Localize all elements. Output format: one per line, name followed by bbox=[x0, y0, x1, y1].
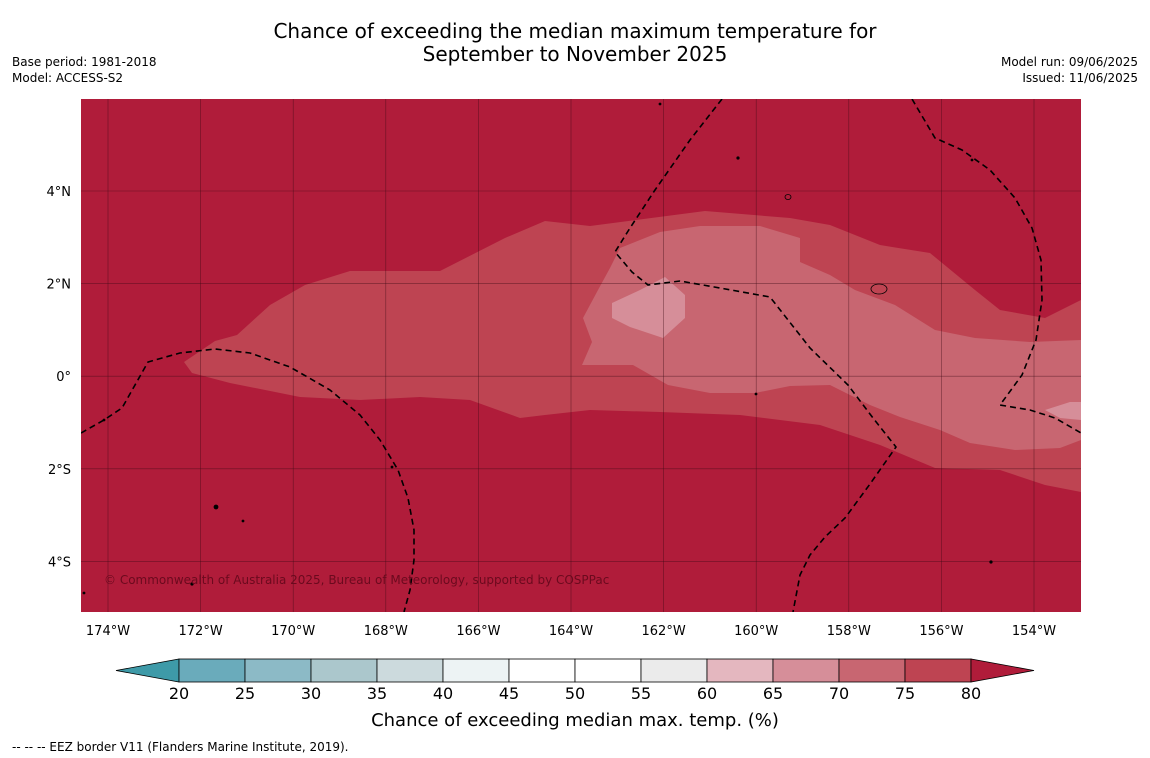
eez-border-east bbox=[911, 99, 1081, 434]
longitude-label: 164°W bbox=[549, 624, 593, 639]
colorbar-tick-label: 45 bbox=[499, 684, 519, 703]
longitude-label: 174°W bbox=[86, 624, 130, 639]
island-outlines bbox=[82, 102, 993, 595]
colorbar-tick-label: 40 bbox=[433, 684, 453, 703]
colorbar-segment bbox=[706, 658, 774, 683]
colorbar-segment bbox=[838, 658, 906, 683]
colorbar-tick-label: 65 bbox=[763, 684, 783, 703]
colorbar-segment bbox=[574, 658, 642, 683]
eez-border-central bbox=[614, 99, 897, 612]
island-dot-8 bbox=[102, 418, 106, 422]
colorbar-tick-label: 30 bbox=[301, 684, 321, 703]
base-period-text: Base period: 1981-2018 bbox=[12, 55, 157, 69]
colorbar-segment bbox=[310, 658, 378, 683]
metadata-left: Base period: 1981-2018 Model: ACCESS-S2 bbox=[12, 54, 157, 86]
model-text: Model: ACCESS-S2 bbox=[12, 71, 124, 85]
island-dot-11 bbox=[82, 591, 86, 595]
longitude-label: 162°W bbox=[642, 624, 686, 639]
colorbar-segment bbox=[442, 658, 510, 683]
lat-lon-gridlines bbox=[81, 99, 1081, 612]
island-dot-6 bbox=[190, 582, 194, 586]
island-tabuaeran bbox=[784, 194, 792, 200]
colorbar-segment bbox=[640, 658, 708, 683]
latitude-label: 4°N bbox=[47, 185, 72, 200]
latitude-label: 2°N bbox=[47, 278, 72, 293]
eez-footnote: -- -- -- EEZ border V11 (Flanders Marine… bbox=[12, 740, 349, 754]
colorbar-tick-label: 20 bbox=[169, 684, 189, 703]
colorbar-tick-label: 60 bbox=[697, 684, 717, 703]
colorbar-segment bbox=[508, 658, 576, 683]
colorbar-segment bbox=[244, 658, 312, 683]
colorbar-tick-label: 75 bbox=[895, 684, 915, 703]
eez-border-lines bbox=[81, 99, 1081, 612]
island-dot-5 bbox=[241, 519, 245, 523]
colorbar bbox=[115, 658, 1035, 683]
longitude-label: 166°W bbox=[456, 624, 500, 639]
island-dot-3 bbox=[970, 158, 974, 162]
latitude-label: 0° bbox=[56, 370, 71, 385]
colorbar-under-triangle bbox=[115, 658, 180, 683]
colorbar-title: Chance of exceeding median max. temp. (%… bbox=[371, 710, 779, 731]
colorbar-tick-label: 55 bbox=[631, 684, 651, 703]
colorbar-segment bbox=[772, 658, 840, 683]
island-dot-7 bbox=[989, 560, 993, 564]
island-kiritimati bbox=[870, 283, 888, 295]
longitude-label: 168°W bbox=[364, 624, 408, 639]
probability-band-70-75 bbox=[582, 226, 1081, 450]
eez-border-west bbox=[81, 348, 415, 612]
model-run-text: Model run: 09/06/2025 bbox=[1000, 55, 1138, 69]
island-dot-9 bbox=[390, 465, 394, 469]
latitude-label: 2°S bbox=[48, 463, 71, 478]
longitude-label: 154°W bbox=[1012, 624, 1056, 639]
colorbar-tick-label: 70 bbox=[829, 684, 849, 703]
colorbar-tick-labels: 20 25 30 35 40 45 50 55 60 65 70 75 80 bbox=[169, 684, 981, 703]
copyright-notice: © Commonwealth of Australia 2025, Bureau… bbox=[104, 573, 609, 587]
colorbar-segment bbox=[904, 658, 972, 683]
island-dot-4 bbox=[213, 504, 219, 510]
colorbar-over-triangle bbox=[970, 658, 1035, 683]
probability-band-65-70 bbox=[612, 277, 685, 338]
longitude-label: 160°W bbox=[734, 624, 778, 639]
colorbar-tick-label: 50 bbox=[565, 684, 585, 703]
longitude-tick-labels: 174°W 172°W 170°W 168°W 166°W 164°W 162°W 160°W… bbox=[86, 624, 1056, 639]
colorbar-tick-label: 80 bbox=[961, 684, 981, 703]
longitude-label: 170°W bbox=[271, 624, 315, 639]
colorbar-tick-label: 35 bbox=[367, 684, 387, 703]
longitude-label: 156°W bbox=[919, 624, 963, 639]
colorbar-segment bbox=[178, 658, 246, 683]
island-dot-2 bbox=[658, 102, 662, 106]
latitude-tick-labels: 4°N 2°N 0° 2°S 4°S bbox=[47, 185, 72, 570]
island-dot-10 bbox=[754, 392, 758, 396]
longitude-label: 172°W bbox=[179, 624, 223, 639]
probability-band-65-70-east bbox=[1045, 402, 1081, 420]
latitude-label: 4°S bbox=[48, 555, 71, 570]
colorbar-tick-label: 25 bbox=[235, 684, 255, 703]
map-title-line-1: Chance of exceeding the median maximum t… bbox=[273, 19, 877, 43]
longitude-label: 158°W bbox=[827, 624, 871, 639]
map-title-line-2: September to November 2025 bbox=[422, 42, 728, 66]
map-panel: © Commonwealth of Australia 2025, Bureau… bbox=[81, 99, 1081, 612]
metadata-right: Model run: 09/06/2025 Issued: 11/06/2025 bbox=[1001, 54, 1138, 86]
issued-text: Issued: 11/06/2025 bbox=[1022, 71, 1138, 85]
colorbar-segment bbox=[376, 658, 444, 683]
island-dot-1 bbox=[736, 156, 740, 160]
